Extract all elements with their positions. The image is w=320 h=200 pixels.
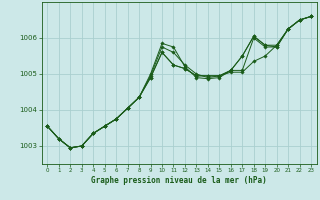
X-axis label: Graphe pression niveau de la mer (hPa): Graphe pression niveau de la mer (hPa) — [91, 176, 267, 185]
